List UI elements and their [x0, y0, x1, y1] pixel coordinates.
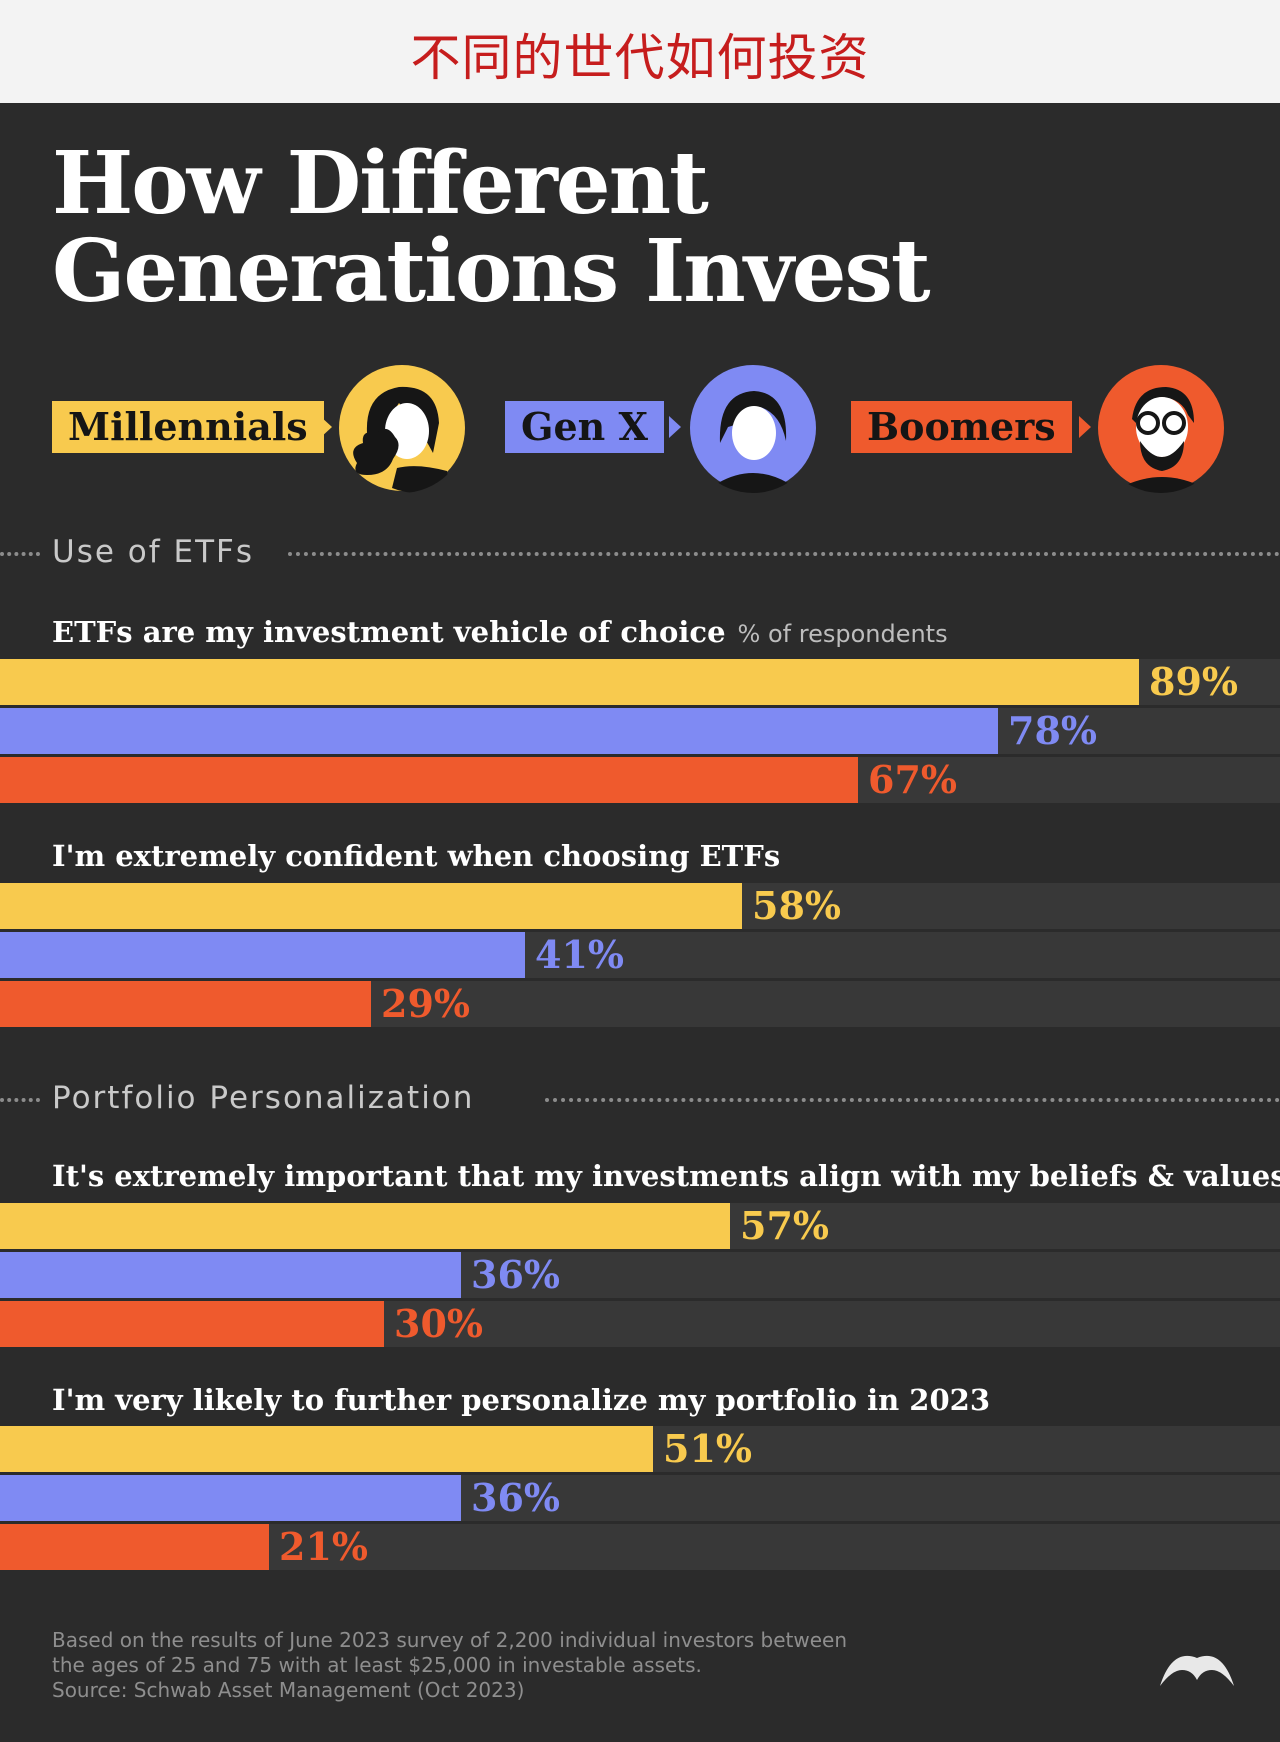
bar-value-label: 78% [1008, 708, 1097, 753]
question-title: ETFs are my investment vehicle of choice… [52, 612, 948, 654]
section-divider [545, 1098, 1280, 1102]
footnote-line: the ages of 25 and 75 with at least $25,… [52, 1653, 702, 1677]
unit-label: % of respondents [737, 620, 948, 648]
bar-millennials [0, 1203, 730, 1249]
bar-boomers [0, 757, 858, 803]
bar-value-label: 89% [1149, 659, 1238, 704]
millennial-avatar-icon [339, 365, 465, 493]
top-banner: 不同的世代如何投资 [0, 0, 1280, 103]
bar-value-label: 57% [740, 1203, 829, 1248]
bar-genx [0, 708, 998, 754]
section-header-etfs: Use of ETFs [0, 532, 1280, 572]
question-title: It's extremely important that my investm… [52, 1159, 1280, 1193]
bar-genx [0, 1475, 461, 1521]
question-title: I'm very likely to further personalize m… [52, 1383, 990, 1417]
footnote: Based on the results of June 2023 survey… [52, 1628, 847, 1703]
chart-title: How Different Generations Invest [52, 133, 931, 322]
brand-logo-icon [1160, 1655, 1234, 1686]
section-divider [0, 1098, 40, 1102]
section-divider [0, 552, 40, 556]
bar-boomers [0, 981, 371, 1027]
bar-millennials [0, 659, 1139, 705]
bar-boomers [0, 1301, 384, 1347]
bar-boomers [0, 1524, 269, 1570]
legend-arrow-millennials [320, 416, 332, 438]
legend-label-boomers: Boomers [851, 401, 1072, 453]
section-label: Portfolio Personalization [52, 1080, 475, 1116]
banner-title: 不同的世代如何投资 [410, 29, 870, 87]
section-label: Use of ETFs [52, 534, 255, 570]
legend-arrow-boomers [1079, 416, 1091, 438]
bar-value-label: 67% [868, 757, 957, 802]
bar-genx [0, 932, 525, 978]
bar-genx [0, 1252, 461, 1298]
question-title: I'm extremely confident when choosing ET… [52, 839, 781, 873]
legend-label-genx: Gen X [505, 401, 664, 453]
title-line-1: How Different [52, 133, 709, 234]
legend-arrow-genx [669, 416, 681, 438]
bar-value-label: 36% [471, 1252, 560, 1297]
question-text: ETFs are my investment vehicle of choice [52, 615, 726, 649]
footnote-line: Based on the results of June 2023 survey… [52, 1628, 848, 1652]
bar-value-label: 41% [535, 932, 624, 977]
bar-value-label: 36% [471, 1475, 560, 1520]
bar-millennials [0, 1426, 653, 1472]
bar-millennials [0, 883, 742, 929]
bar-value-label: 30% [394, 1301, 483, 1346]
section-header-personalization: Portfolio Personalization [0, 1078, 1280, 1118]
footnote-source: Source: Schwab Asset Management (Oct 202… [52, 1678, 525, 1702]
section-divider [288, 552, 1280, 556]
legend-label-millennials: Millennials [52, 401, 324, 453]
bar-value-label: 58% [752, 883, 841, 928]
bar-value-label: 29% [381, 981, 470, 1026]
bar-value-label: 51% [663, 1426, 752, 1471]
boomer-avatar-icon [1098, 365, 1224, 493]
bar-value-label: 21% [279, 1524, 368, 1569]
genx-avatar-icon [690, 365, 816, 493]
title-line-2: Generations Invest [52, 221, 931, 322]
